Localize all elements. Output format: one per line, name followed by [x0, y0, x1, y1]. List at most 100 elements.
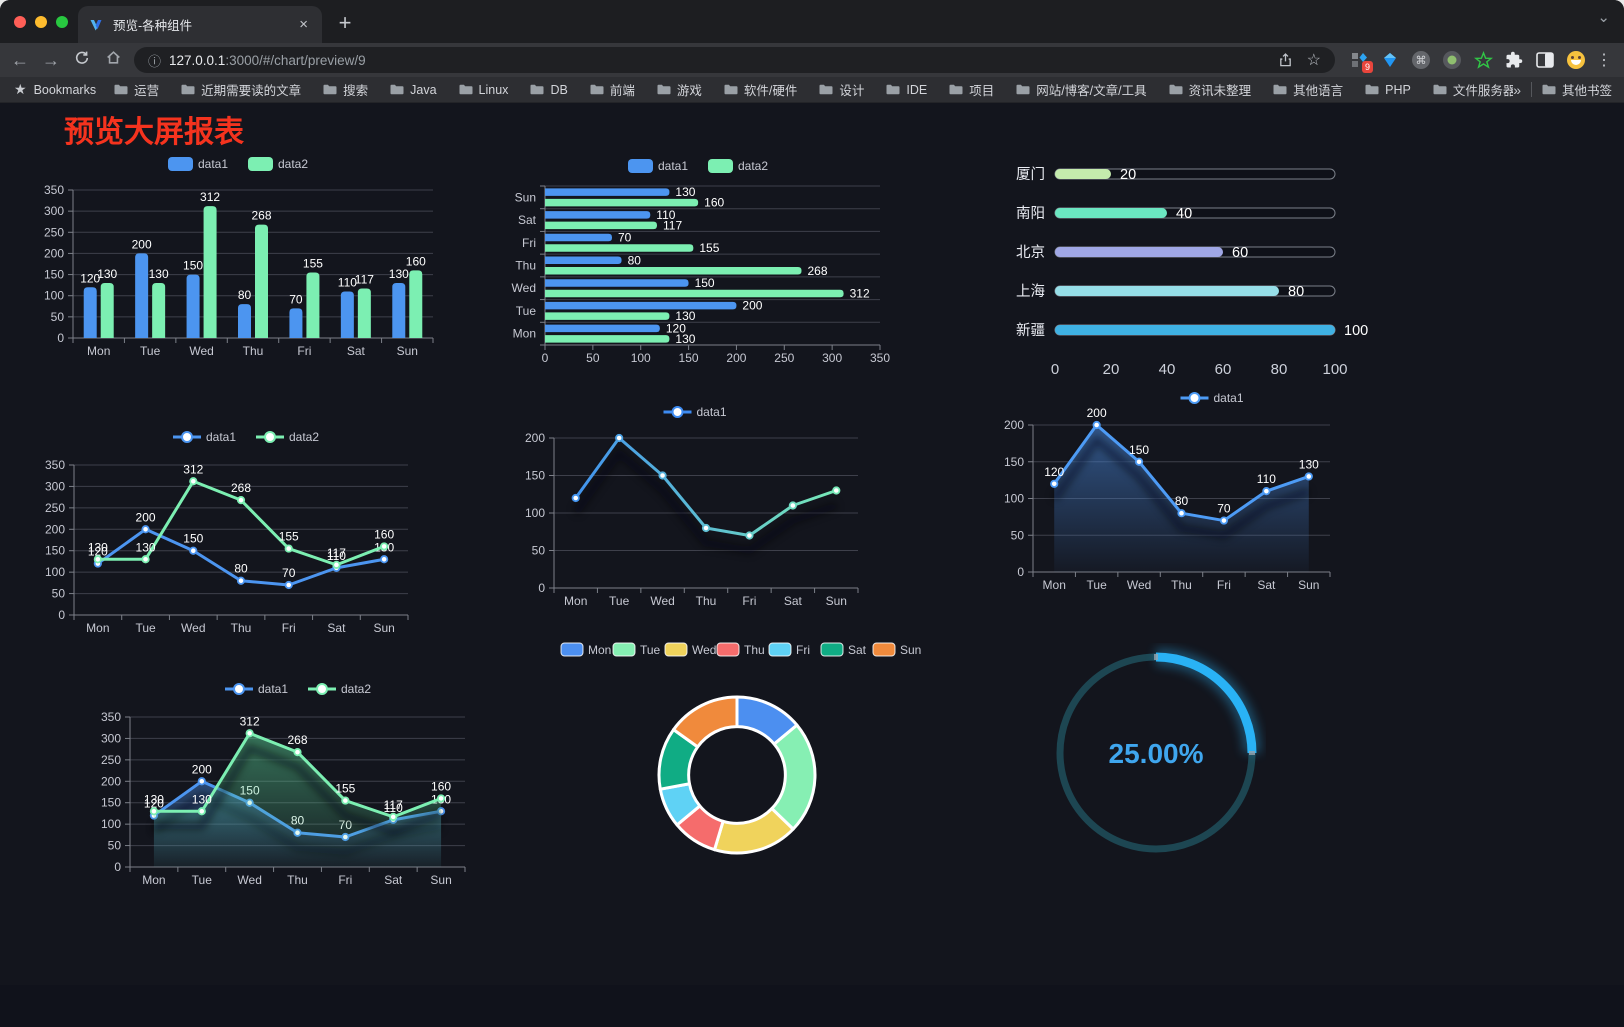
new-tab-button[interactable]: + — [338, 10, 352, 35]
svg-text:350: 350 — [101, 710, 121, 724]
legend-item-data1[interactable]: data1 — [225, 682, 288, 696]
legend-item-Tue[interactable]: Tue — [612, 642, 661, 657]
bookmarks-root-label[interactable]: Bookmarks — [33, 82, 97, 97]
gem-extension-icon[interactable] — [1380, 50, 1400, 70]
record-extension-icon[interactable] — [1442, 50, 1462, 70]
extension-grid-icon[interactable]: 9 — [1349, 50, 1373, 73]
legend-item-data1[interactable]: data1 — [168, 157, 228, 171]
svg-text:Mon: Mon — [564, 594, 587, 608]
legend-item-data1[interactable]: data1 — [173, 430, 236, 444]
svg-text:Wed: Wed — [512, 281, 536, 295]
donut-chart: Mon Tue Wed Thu Fri Sat Sun — [550, 635, 930, 890]
bookmarks-right: » 其他书签 — [1513, 80, 1612, 99]
other-bookmarks-folder[interactable]: 其他书签 — [1542, 80, 1612, 99]
svg-text:100: 100 — [1344, 323, 1368, 339]
bookmark-folder[interactable]: 运营 — [114, 80, 159, 99]
window-zoom-button[interactable] — [56, 16, 68, 28]
bookmark-folder[interactable]: 网站/博客/文章/工具 — [1016, 80, 1147, 99]
svg-text:117: 117 — [384, 798, 403, 812]
legend-item-Sat[interactable]: Sat — [820, 642, 867, 657]
svg-text:data1: data1 — [198, 157, 228, 171]
svg-text:Sat: Sat — [1257, 578, 1276, 592]
folder-icon — [1433, 84, 1447, 95]
command-extension-icon[interactable]: ⌘ — [1411, 50, 1431, 70]
svg-text:250: 250 — [45, 501, 65, 515]
svg-text:Sat: Sat — [327, 621, 346, 635]
bookmark-folder[interactable]: Linux — [459, 83, 508, 97]
svg-text:40: 40 — [1176, 206, 1192, 222]
svg-text:0: 0 — [57, 331, 64, 345]
legend-item-data1[interactable]: data1 — [628, 159, 688, 173]
bookmark-folder-list: 运营 近期需要读的文章 搜索 Java Linux DB 前端 游戏 软件/硬件 设计 IDE 项目 网… — [114, 80, 1513, 99]
legend-item-data2[interactable]: data2 — [248, 157, 308, 171]
legend-item-Sun[interactable]: Sun — [872, 642, 921, 657]
bookmark-folder[interactable]: 游戏 — [657, 80, 702, 99]
legend-item-data2[interactable]: data2 — [256, 430, 319, 444]
legend-item-data2[interactable]: data2 — [308, 682, 371, 696]
bookmark-folder[interactable]: PHP — [1365, 83, 1411, 97]
legend-item-data1[interactable]: data1 — [663, 405, 727, 419]
forward-button[interactable]: → — [42, 50, 60, 70]
address-bar[interactable]: ⓘ 127.0.0.1:3000/#/chart/preview/9 ☆ — [134, 47, 1335, 73]
bookmark-folder[interactable]: 设计 — [819, 80, 864, 99]
extensions-puzzle-icon[interactable] — [1504, 50, 1524, 70]
bookmark-folder[interactable]: DB — [530, 83, 568, 97]
folder-icon — [530, 84, 544, 95]
back-button[interactable]: ← — [11, 50, 29, 70]
folder-icon — [819, 84, 833, 95]
svg-text:Sat: Sat — [347, 344, 366, 358]
legend-item-Wed[interactable]: Wed — [664, 642, 716, 657]
svg-text:312: 312 — [183, 462, 203, 476]
chart-canvas: Mon Tue Wed Thu Fri Sat Sun — [560, 642, 921, 855]
bookmarks-overflow-chevron[interactable]: » — [1513, 81, 1521, 98]
side-panel-icon[interactable] — [1535, 50, 1555, 70]
tab-close-icon[interactable]: × — [299, 16, 308, 33]
svg-text:0: 0 — [538, 581, 545, 595]
bookmark-folder[interactable]: 文件服务器 — [1433, 80, 1513, 99]
svg-text:300: 300 — [822, 351, 842, 365]
svg-text:130: 130 — [675, 185, 695, 199]
legend-item-data1[interactable]: data1 — [1180, 391, 1244, 405]
footer-strip — [0, 985, 1624, 1027]
legend-item-Fri[interactable]: Fri — [768, 642, 810, 657]
svg-text:25.00%: 25.00% — [1109, 738, 1204, 769]
legend-item-data2[interactable]: data2 — [708, 159, 768, 173]
reload-button[interactable] — [71, 49, 93, 71]
svg-text:350: 350 — [44, 183, 64, 197]
bookmark-star-icon[interactable]: ☆ — [1306, 52, 1321, 69]
gradient-line-chart: data1 0 50 100 150 200 Mon Tue Wed Thu Fri Sat Sun — [520, 400, 870, 615]
site-info-icon[interactable]: ⓘ — [148, 53, 162, 69]
emoji-extension-icon[interactable] — [1566, 50, 1586, 70]
svg-text:110: 110 — [338, 275, 357, 289]
bookmark-folder[interactable]: 资讯未整理 — [1169, 80, 1251, 99]
svg-text:Wed: Wed — [237, 873, 261, 887]
window-close-button[interactable] — [14, 16, 26, 28]
legend-item-Thu[interactable]: Thu — [716, 642, 765, 657]
window-minimize-button[interactable] — [35, 16, 47, 28]
bookmark-folder[interactable]: IDE — [886, 83, 927, 97]
svg-text:0: 0 — [114, 860, 121, 874]
bookmark-folder[interactable]: 搜索 — [323, 80, 368, 99]
url-host: 127.0.0.1 — [169, 52, 226, 68]
bookmark-folder[interactable]: 前端 — [590, 80, 635, 99]
svg-text:Sun: Sun — [515, 190, 536, 204]
bookmark-folder[interactable]: 项目 — [949, 80, 994, 99]
bookmark-folder[interactable]: 其他语言 — [1273, 80, 1343, 99]
tab-search-chevron-icon[interactable]: ⌄ — [1597, 9, 1610, 26]
chrome-menu-icon[interactable]: ⋮ — [1596, 52, 1612, 69]
share-icon[interactable] — [1278, 52, 1293, 68]
legend-item-Mon[interactable]: Mon — [560, 642, 611, 657]
svg-text:Fri: Fri — [522, 236, 536, 250]
bookmark-folder[interactable]: 近期需要读的文章 — [181, 80, 301, 99]
bookmarks-divider — [1530, 82, 1532, 97]
home-button[interactable] — [102, 49, 124, 71]
browser-tab[interactable]: 预览-各种组件 × — [78, 6, 322, 43]
bookmark-folder[interactable]: Java — [390, 83, 437, 97]
url-text[interactable]: 127.0.0.1:3000/#/chart/preview/9 — [169, 53, 1278, 68]
svg-text:0: 0 — [1051, 361, 1059, 378]
folder-icon — [1273, 84, 1287, 95]
svg-text:Tue: Tue — [1087, 578, 1108, 592]
green-star-extension-icon[interactable] — [1473, 50, 1493, 70]
bookmark-folder[interactable]: 软件/硬件 — [724, 80, 797, 99]
